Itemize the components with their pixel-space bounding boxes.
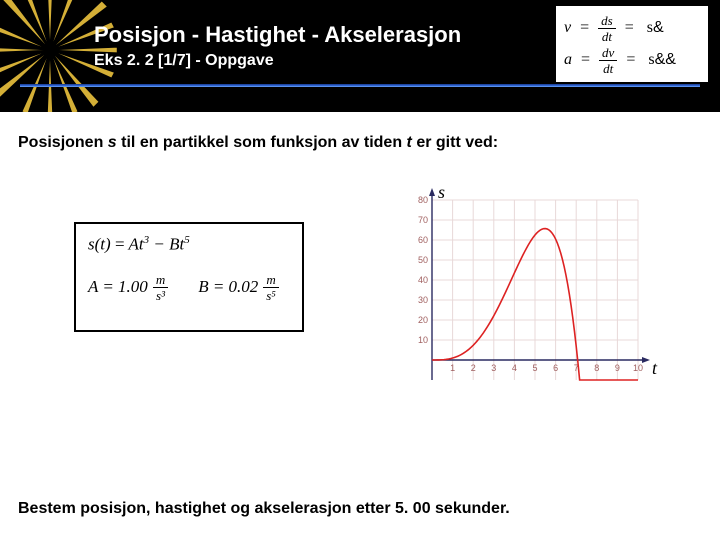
var-v: v	[564, 19, 571, 37]
svg-text:40: 40	[418, 275, 428, 285]
position-chart: 123456789101020304050607080st	[404, 186, 664, 406]
intro-text: Posisjonen s til en partikkel som funksj…	[18, 134, 498, 152]
svg-text:6: 6	[553, 363, 558, 373]
svg-text:9: 9	[615, 363, 620, 373]
svg-text:3: 3	[491, 363, 496, 373]
header-rule	[20, 84, 700, 87]
svg-text:80: 80	[418, 195, 428, 205]
svg-text:8: 8	[594, 363, 599, 373]
page-subtitle: Eks 2. 2 [1/7] - Oppgave	[94, 52, 274, 70]
constant-B: B = 0.02 ms⁵	[198, 273, 279, 302]
question-text: Bestem posisjon, hastighet og akselerasj…	[18, 500, 510, 518]
svg-text:20: 20	[418, 315, 428, 325]
equation-box: s(t) = At3 − Bt5 A = 1.00 ms³ B = 0.02 m…	[74, 222, 304, 332]
kinematics-formulas: v = dsdt = s& a = dvdt = s&&	[556, 6, 708, 82]
svg-text:60: 60	[418, 235, 428, 245]
svg-text:s: s	[438, 186, 445, 202]
constant-A: A = 1.00 ms³	[88, 273, 168, 302]
var-a: a	[564, 51, 572, 69]
svg-text:5: 5	[532, 363, 537, 373]
svg-text:10: 10	[418, 335, 428, 345]
content: Posisjonen s til en partikkel som funksj…	[0, 112, 720, 540]
svg-text:70: 70	[418, 215, 428, 225]
position-equation: s(t) = At3 − Bt5	[88, 234, 290, 255]
svg-text:10: 10	[633, 363, 643, 373]
svg-text:50: 50	[418, 255, 428, 265]
header: Posisjon - Hastighet - Akselerasjon Eks …	[0, 0, 720, 112]
svg-text:2: 2	[471, 363, 476, 373]
svg-text:1: 1	[450, 363, 455, 373]
svg-text:4: 4	[512, 363, 517, 373]
page-title: Posisjon - Hastighet - Akselerasjon	[94, 22, 461, 48]
svg-text:30: 30	[418, 295, 428, 305]
